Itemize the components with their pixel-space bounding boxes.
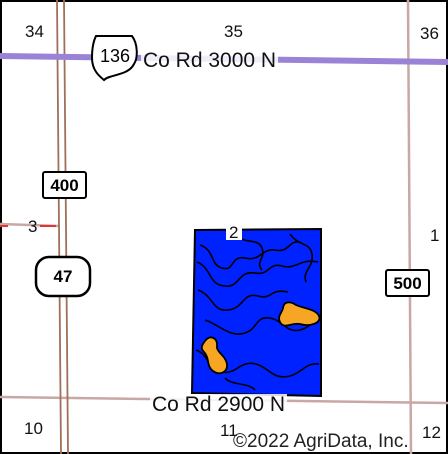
county-500-box bbox=[385, 269, 430, 297]
section-number-36: 36 bbox=[420, 24, 439, 43]
us-136-shield-shape bbox=[90, 35, 138, 82]
section-number-12: 12 bbox=[422, 423, 441, 442]
state-47-shield-shape bbox=[34, 255, 92, 298]
section-line-east bbox=[406, 0, 413, 454]
section-number-10: 10 bbox=[24, 419, 43, 438]
county-400-box bbox=[42, 171, 87, 199]
road-label-co-rd-3000-n: Co Rd 3000 N bbox=[141, 49, 279, 72]
copyright-text: ©2022 AgriData, Inc. bbox=[233, 431, 409, 452]
section-number-34: 34 bbox=[25, 22, 44, 41]
section-number-35: 35 bbox=[224, 22, 243, 41]
us-route-shield-number: 136 bbox=[99, 46, 131, 66]
highway-47-line bbox=[56, 0, 69, 454]
county-500-shield-number: 500 bbox=[393, 274, 422, 293]
road-label-co-rd-2900-n: Co Rd 2900 N bbox=[150, 393, 288, 416]
section-number-11: 11 bbox=[220, 421, 238, 440]
section-number-3: 3 bbox=[28, 217, 38, 236]
county-400-shield-number: 400 bbox=[50, 176, 79, 195]
soil-patch-southwest bbox=[200, 336, 228, 375]
section-2-bg bbox=[226, 223, 242, 240]
section-number-1: 1 bbox=[430, 226, 440, 245]
soil-contours bbox=[195, 233, 320, 391]
state-route-shield-number: 47 bbox=[53, 267, 73, 286]
section-number-2: 2 bbox=[229, 223, 239, 242]
field-boundary bbox=[190, 227, 322, 398]
soil-patch-east bbox=[278, 301, 321, 327]
field-polygon bbox=[190, 227, 322, 398]
